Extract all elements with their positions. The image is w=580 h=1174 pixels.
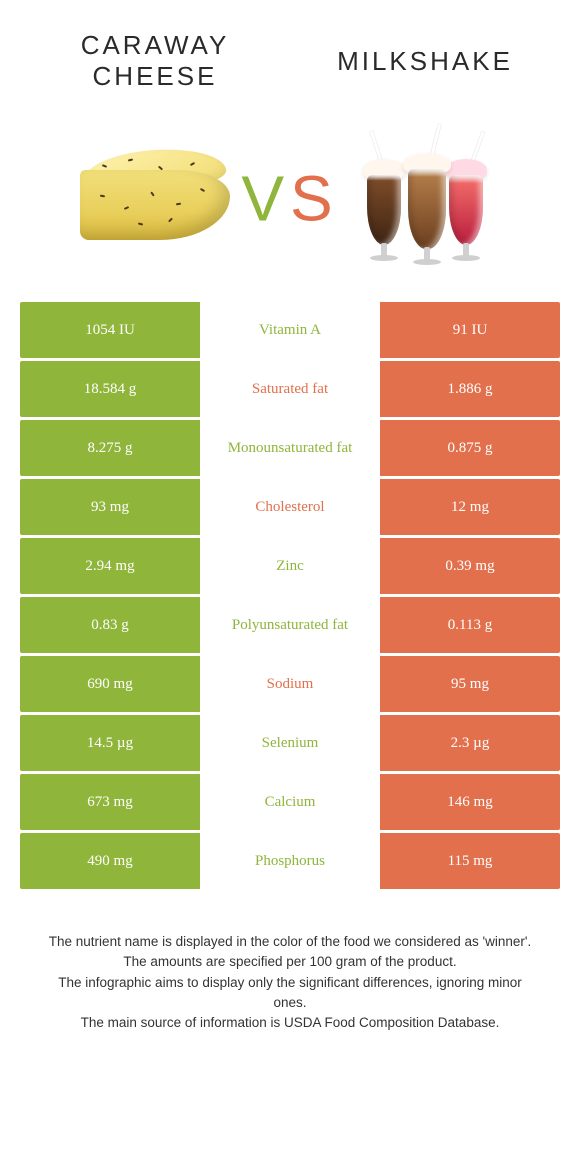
table-row: 490 mgPhosphorus115 mg	[20, 833, 560, 889]
value-right: 146 mg	[380, 774, 560, 830]
footer-line: The infographic aims to display only the…	[40, 973, 540, 1014]
title-right: Milkshake	[304, 46, 547, 77]
title-left: Caraway cheese	[34, 30, 277, 92]
value-left: 8.275 g	[20, 420, 200, 476]
footer-line: The main source of information is USDA F…	[40, 1013, 540, 1033]
nutrient-table: 1054 IUVitamin A91 IU18.584 gSaturated f…	[0, 302, 580, 889]
value-left: 490 mg	[20, 833, 200, 889]
value-left: 0.83 g	[20, 597, 200, 653]
value-right: 12 mg	[380, 479, 560, 535]
value-right: 0.113 g	[380, 597, 560, 653]
nutrient-label: Saturated fat	[200, 361, 380, 417]
value-right: 95 mg	[380, 656, 560, 712]
value-left: 93 mg	[20, 479, 200, 535]
nutrient-label: Monounsaturated fat	[200, 420, 380, 476]
cheese-image	[75, 122, 235, 262]
value-left: 690 mg	[20, 656, 200, 712]
image-row: VS	[0, 102, 580, 302]
footer-line: The amounts are specified per 100 gram o…	[40, 952, 540, 972]
value-right: 2.3 µg	[380, 715, 560, 771]
table-row: 18.584 gSaturated fat1.886 g	[20, 361, 560, 417]
value-right: 115 mg	[380, 833, 560, 889]
value-left: 1054 IU	[20, 302, 200, 358]
table-row: 2.94 mgZinc0.39 mg	[20, 538, 560, 594]
value-left: 18.584 g	[20, 361, 200, 417]
nutrient-label: Zinc	[200, 538, 380, 594]
footer-notes: The nutrient name is displayed in the co…	[0, 892, 580, 1033]
nutrient-label: Sodium	[200, 656, 380, 712]
nutrient-label: Cholesterol	[200, 479, 380, 535]
value-left: 2.94 mg	[20, 538, 200, 594]
value-right: 0.875 g	[380, 420, 560, 476]
table-row: 1054 IUVitamin A91 IU	[20, 302, 560, 358]
table-row: 93 mgCholesterol12 mg	[20, 479, 560, 535]
footer-line: The nutrient name is displayed in the co…	[40, 932, 540, 952]
milkshake-image	[345, 122, 505, 262]
value-right: 1.886 g	[380, 361, 560, 417]
table-row: 0.83 gPolyunsaturated fat0.113 g	[20, 597, 560, 653]
table-row: 8.275 gMonounsaturated fat0.875 g	[20, 420, 560, 476]
value-left: 673 mg	[20, 774, 200, 830]
nutrient-label: Selenium	[200, 715, 380, 771]
value-right: 0.39 mg	[380, 538, 560, 594]
table-row: 673 mgCalcium146 mg	[20, 774, 560, 830]
nutrient-label: Polyunsaturated fat	[200, 597, 380, 653]
table-row: 690 mgSodium95 mg	[20, 656, 560, 712]
nutrient-label: Vitamin A	[200, 302, 380, 358]
vs-s: S	[290, 162, 339, 234]
vs-label: VS	[241, 161, 338, 235]
table-row: 14.5 µgSelenium2.3 µg	[20, 715, 560, 771]
header: Caraway cheese Milkshake	[0, 0, 580, 102]
vs-v: V	[241, 162, 290, 234]
value-right: 91 IU	[380, 302, 560, 358]
nutrient-label: Phosphorus	[200, 833, 380, 889]
value-left: 14.5 µg	[20, 715, 200, 771]
nutrient-label: Calcium	[200, 774, 380, 830]
